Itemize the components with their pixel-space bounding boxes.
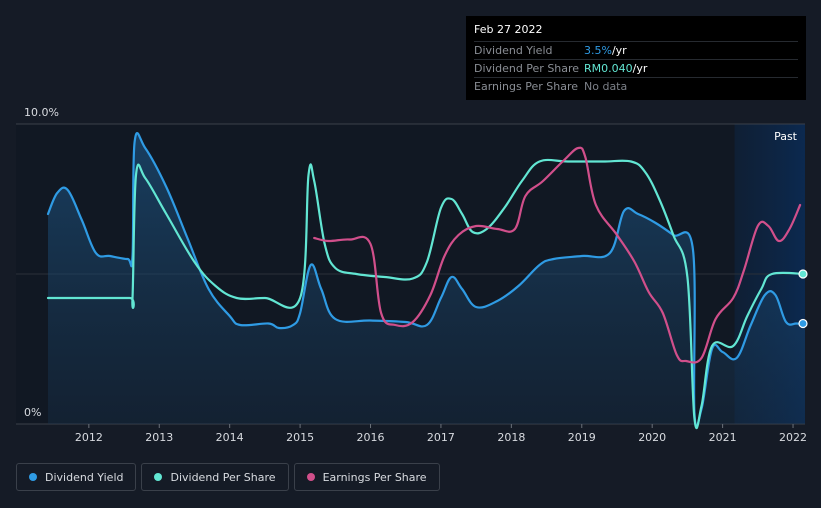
legend-label: Earnings Per Share [322, 470, 427, 484]
legend-item-earnings-per-share[interactable]: Earnings Per Share [293, 463, 440, 491]
tooltip-date: Feb 27 2022 [474, 23, 543, 36]
x-tick-label: 2015 [286, 431, 314, 444]
y-axis-top-label: 10.0% [24, 106, 59, 119]
tooltip-row-dividend-yield: Dividend Yield 3.5% /yr [474, 41, 798, 59]
earnings-per-share-line [313, 146, 802, 364]
legend-item-dividend-per-share[interactable]: Dividend Per Share [141, 463, 289, 491]
dividend-per-share-line [46, 158, 807, 429]
x-tick-label: 2017 [427, 431, 455, 444]
tooltip-unit: /yr [611, 44, 627, 57]
x-tick-label: 2013 [145, 431, 173, 444]
legend-dot [154, 473, 163, 481]
tooltip-label: Earnings Per Share [474, 80, 579, 93]
dividend-yield-area [48, 133, 805, 427]
tooltip-label: Dividend Yield [474, 44, 553, 57]
tooltip-value: No data [584, 80, 628, 93]
tooltip: Feb 27 2022 Dividend Yield 3.5% /yr Divi… [466, 16, 806, 100]
x-tick-label: 2016 [357, 431, 385, 444]
tooltip-value: 3.5% [584, 44, 612, 57]
tooltip-unit: /yr [632, 62, 648, 75]
series-layer [46, 132, 807, 429]
dividend-per-share-marker [798, 269, 808, 279]
x-tick-label: 2014 [216, 431, 244, 444]
tooltip-row-earnings-per-share: Earnings Per Share No data [474, 77, 798, 95]
legend: Dividend Yield Dividend Per Share Earnin… [16, 463, 440, 491]
past-label: Past [774, 130, 798, 143]
x-tick-label: 2019 [568, 431, 596, 444]
tooltip-value: RM0.040 [584, 62, 633, 75]
x-tick-label: 2022 [779, 431, 807, 444]
tooltip-label: Dividend Per Share [474, 62, 580, 75]
legend-dot [29, 473, 37, 481]
x-tick-label: 2018 [497, 431, 525, 444]
tooltip-markers [798, 269, 808, 329]
legend-label: Dividend Yield [45, 470, 124, 484]
x-axis-ticks: 2012 2013 2014 2015 2016 2017 2018 2019 2020 2021… [75, 424, 807, 444]
x-tick-label: 2012 [75, 431, 103, 444]
legend-dot [306, 473, 315, 481]
y-axis-bottom-label: 0% [24, 406, 41, 419]
legend-item-dividend-yield[interactable]: Dividend Yield [16, 463, 137, 491]
dividend-yield-marker [798, 318, 808, 329]
dividend-yield-line [46, 132, 807, 428]
x-tick-label: 2021 [709, 431, 737, 444]
x-tick-label: 2020 [638, 431, 666, 444]
tooltip-row-dividend-per-share: Dividend Per Share RM0.040 /yr [474, 59, 798, 77]
legend-label: Dividend Per Share [170, 470, 276, 484]
